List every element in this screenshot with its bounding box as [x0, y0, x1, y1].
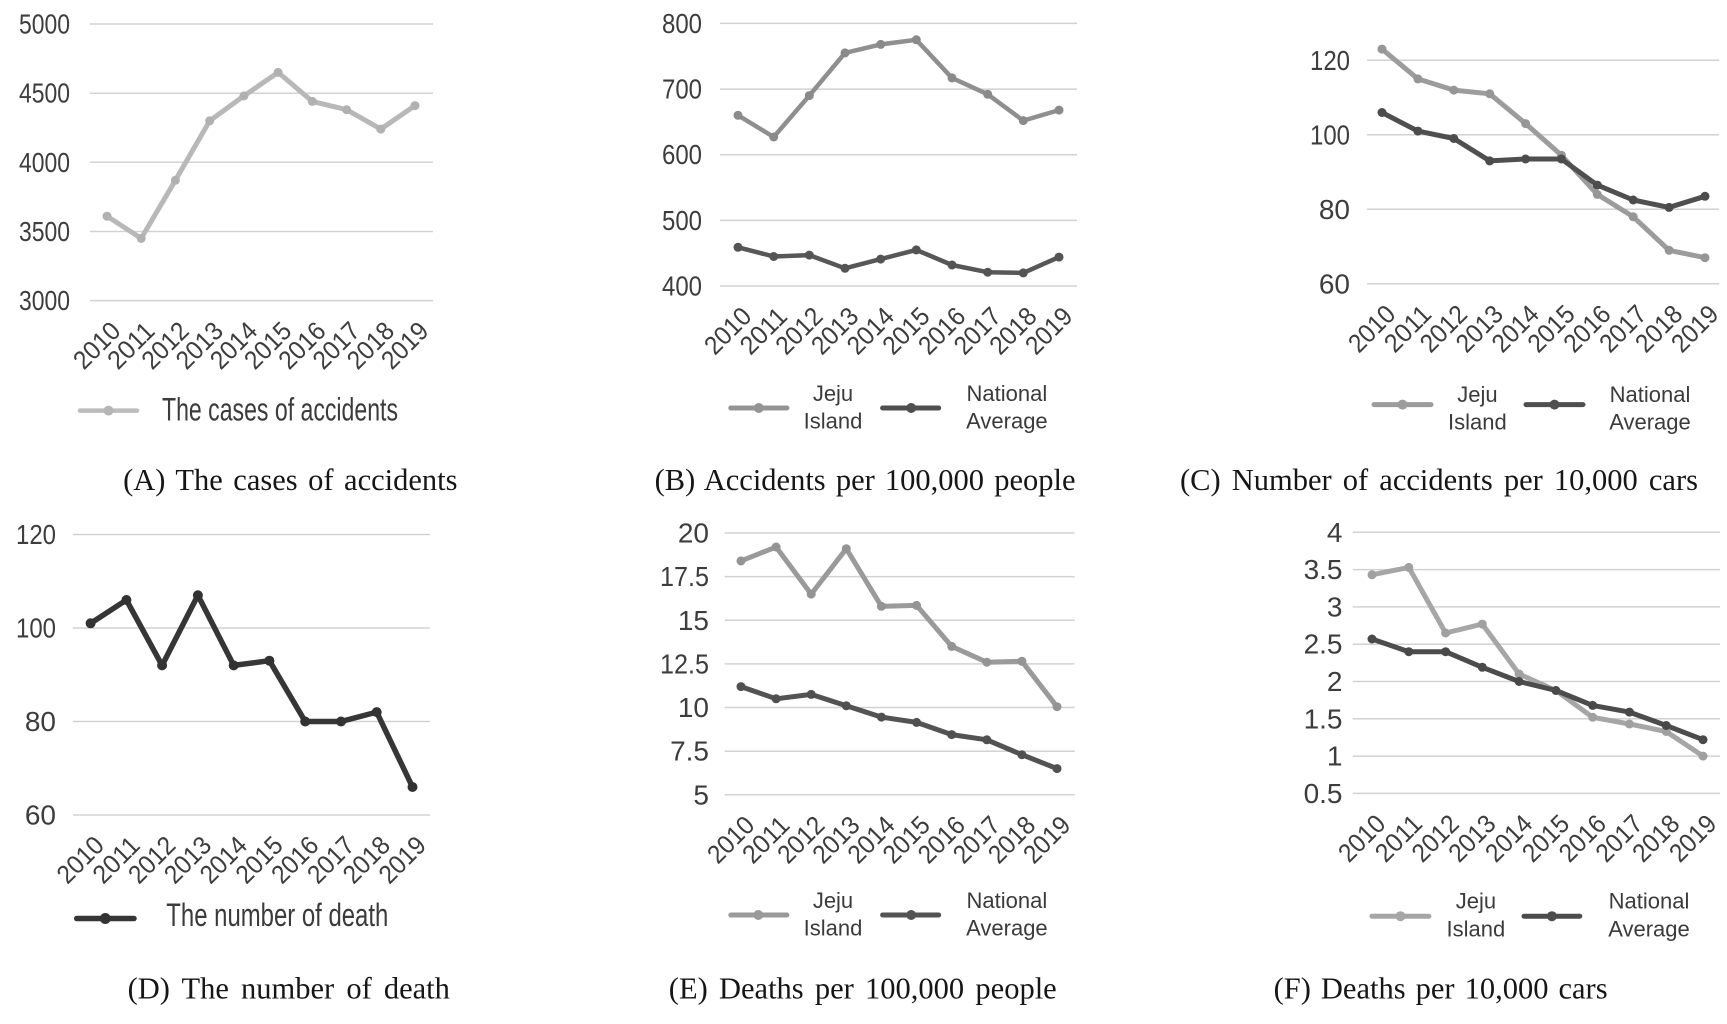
svg-text:120: 120 [1310, 45, 1350, 76]
svg-text:100: 100 [1310, 119, 1350, 150]
svg-text:Average: Average [966, 916, 1048, 941]
svg-text:10: 10 [678, 692, 709, 723]
svg-text:(E) Deaths per 100,000 people: (E) Deaths per 100,000 people [669, 972, 1057, 1006]
svg-text:20: 20 [678, 518, 709, 549]
svg-text:(F) Deaths per 10,000 cars: (F) Deaths per 10,000 cars [1274, 972, 1608, 1006]
svg-text:800: 800 [662, 8, 702, 39]
svg-text:2.5: 2.5 [1304, 629, 1343, 660]
svg-text:100: 100 [16, 613, 56, 644]
svg-text:3.5: 3.5 [1304, 554, 1343, 585]
svg-text:60: 60 [25, 800, 56, 831]
svg-text:National: National [967, 381, 1048, 406]
svg-text:(B) Accidents per 100,000 peop: (B) Accidents per 100,000 people [655, 463, 1076, 497]
svg-text:1: 1 [1327, 741, 1343, 772]
svg-text:3500: 3500 [19, 216, 70, 247]
svg-text:Jeju: Jeju [1456, 889, 1496, 914]
svg-text:3: 3 [1327, 591, 1343, 622]
svg-text:4000: 4000 [19, 147, 70, 178]
svg-text:12.5: 12.5 [660, 648, 709, 679]
svg-text:Jeju: Jeju [1457, 382, 1497, 407]
svg-text:0.5: 0.5 [1304, 778, 1343, 809]
svg-text:Jeju: Jeju [813, 381, 853, 406]
svg-text:(D) The number of death: (D) The number of death [128, 972, 450, 1006]
svg-text:60: 60 [1319, 268, 1350, 299]
svg-text:17.5: 17.5 [660, 561, 709, 592]
svg-text:Island: Island [1447, 917, 1506, 942]
svg-text:Jeju: Jeju [813, 888, 853, 913]
svg-text:4: 4 [1327, 517, 1343, 548]
svg-text:National: National [967, 888, 1048, 913]
svg-text:3000: 3000 [19, 285, 70, 316]
svg-text:The cases of accidents: The cases of accidents [162, 392, 398, 428]
svg-text:The number of death: The number of death [166, 897, 388, 933]
svg-text:National: National [1610, 382, 1691, 407]
svg-text:Average: Average [966, 409, 1048, 434]
svg-text:(C) Number of accidents per 10: (C) Number of accidents per 10,000 cars [1180, 463, 1698, 497]
svg-text:Average: Average [1608, 917, 1690, 942]
svg-text:80: 80 [1319, 194, 1350, 225]
svg-text:Average: Average [1609, 410, 1691, 435]
svg-text:National: National [1609, 889, 1690, 914]
svg-text:400: 400 [662, 271, 702, 302]
svg-text:5000: 5000 [19, 9, 70, 40]
svg-text:15: 15 [678, 605, 709, 636]
svg-text:7.5: 7.5 [670, 736, 709, 767]
svg-text:(A) The cases of accidents: (A) The cases of accidents [123, 463, 457, 497]
svg-text:2: 2 [1327, 666, 1343, 697]
svg-text:700: 700 [662, 74, 702, 105]
svg-text:4500: 4500 [19, 78, 70, 109]
svg-text:5: 5 [693, 779, 709, 810]
svg-text:1.5: 1.5 [1304, 703, 1343, 734]
svg-text:80: 80 [25, 706, 56, 737]
svg-text:Island: Island [804, 409, 863, 434]
svg-text:Island: Island [804, 916, 863, 941]
svg-text:600: 600 [662, 139, 702, 170]
svg-text:500: 500 [662, 205, 702, 236]
svg-text:120: 120 [16, 519, 56, 550]
svg-text:Island: Island [1448, 410, 1507, 435]
